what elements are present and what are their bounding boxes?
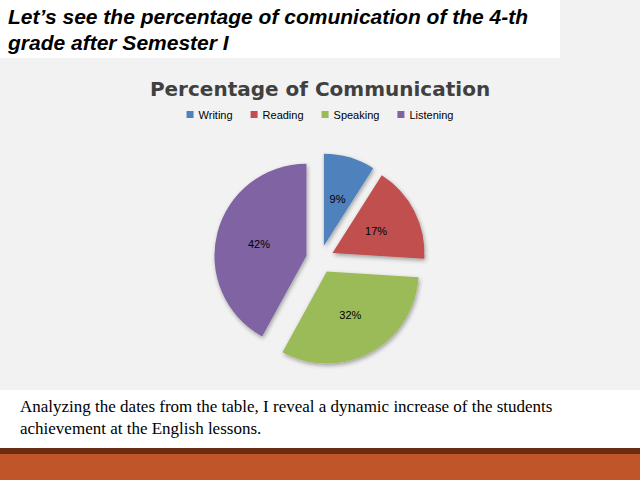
svg-text:Reading: Reading bbox=[263, 109, 304, 121]
svg-text:Percentage of Communication: Percentage of Communication bbox=[150, 77, 490, 101]
svg-text:9%: 9% bbox=[330, 193, 346, 205]
svg-text:17%: 17% bbox=[365, 225, 387, 237]
svg-text:42%: 42% bbox=[248, 238, 270, 250]
html-text:Analyzing the dates from the t: Analyzing the dates from the table, I re… bbox=[20, 397, 553, 438]
svg-text:Writing: Writing bbox=[199, 109, 233, 121]
svg-text:Speaking: Speaking bbox=[334, 109, 380, 121]
html-text:Let’s see the percentage of co: Let’s see the percentage of comunication… bbox=[8, 5, 528, 54]
svg-text:Listening: Listening bbox=[409, 109, 453, 121]
svg-text:32%: 32% bbox=[339, 309, 361, 321]
